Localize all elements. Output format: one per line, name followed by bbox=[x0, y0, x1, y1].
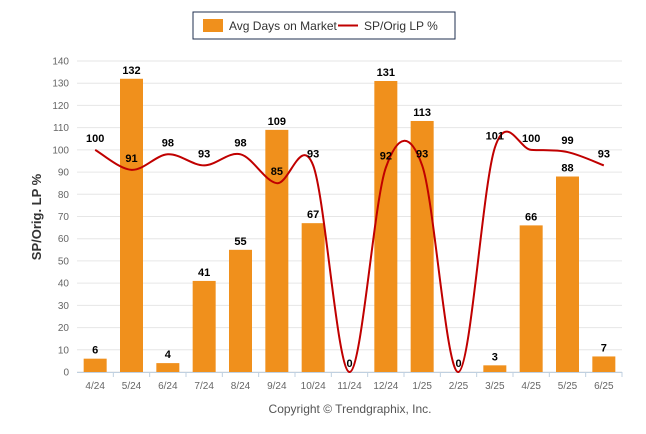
line-path bbox=[94, 130, 605, 374]
line-data-label: 93 bbox=[598, 148, 610, 160]
line-data-label: 91 bbox=[125, 153, 137, 165]
bar-data-label: 109 bbox=[268, 116, 286, 128]
x-axis-ticks: 4/24 5/24 6/24 7/24 8/24 9/24 10/24 11/24 12/24 1… bbox=[85, 372, 623, 392]
legend-label-bar: Avg Days on Market bbox=[229, 19, 337, 33]
bar-data-label: 3 bbox=[492, 351, 498, 363]
x-tick-label: 2/25 bbox=[449, 381, 469, 392]
bar-data-label: 0 bbox=[346, 358, 352, 370]
bar bbox=[229, 249, 252, 372]
legend: Avg Days on Market SP/Orig LP % bbox=[192, 11, 456, 40]
bar-data-label: 41 bbox=[198, 267, 210, 279]
x-tick-label: 1/25 bbox=[412, 381, 432, 392]
bar bbox=[83, 358, 107, 372]
y-tick-label: 140 bbox=[52, 57, 69, 68]
bar-data-label: 88 bbox=[561, 163, 573, 175]
x-tick-label: 4/25 bbox=[521, 381, 541, 392]
bar bbox=[483, 365, 507, 372]
legend-swatch-bar bbox=[203, 19, 223, 32]
bar-data-label: 131 bbox=[377, 67, 395, 79]
y-tick-label: 30 bbox=[58, 301, 70, 312]
y-tick-label: 0 bbox=[63, 368, 69, 379]
bar-data-label: 67 bbox=[307, 209, 319, 221]
x-tick-label: 10/24 bbox=[301, 381, 326, 392]
bar-data-label: 7 bbox=[601, 342, 607, 354]
legend-label-line: SP/Orig LP % bbox=[364, 19, 438, 33]
x-tick-label: 9/24 bbox=[267, 381, 287, 392]
line-data-label: 98 bbox=[234, 137, 246, 149]
y-tick-label: 130 bbox=[52, 79, 69, 90]
line-data-label: 98 bbox=[162, 137, 174, 149]
data-labels: 6 132 4 41 55 109 67 0 131 113 0 3 66 88 7 100 91 98 93 98 8… bbox=[86, 65, 610, 370]
x-tick-label: 5/25 bbox=[558, 381, 578, 392]
legend-box bbox=[192, 11, 456, 40]
y-tick-label: 60 bbox=[58, 234, 70, 245]
bar bbox=[301, 223, 325, 372]
line-series bbox=[94, 130, 605, 374]
line-data-label: 93 bbox=[198, 148, 210, 160]
bar bbox=[156, 363, 180, 372]
bar bbox=[192, 280, 216, 372]
y-tick-label: 10 bbox=[58, 345, 70, 356]
bar-data-label: 55 bbox=[234, 236, 246, 248]
bar bbox=[519, 225, 543, 372]
line-data-label: 101 bbox=[486, 131, 504, 143]
y-tick-label: 80 bbox=[58, 190, 70, 201]
x-tick-label: 8/24 bbox=[231, 381, 251, 392]
y-tick-label: 110 bbox=[53, 123, 69, 134]
line-data-label: 85 bbox=[271, 166, 283, 178]
bar-data-label: 66 bbox=[525, 211, 537, 223]
x-tick-label: 6/24 bbox=[158, 381, 178, 392]
x-tick-label: 11/24 bbox=[337, 381, 362, 392]
bar-data-label: 132 bbox=[122, 65, 140, 77]
x-tick-label: 4/24 bbox=[85, 381, 105, 392]
x-tick-label: 12/24 bbox=[373, 381, 398, 392]
y-tick-label: 100 bbox=[52, 145, 69, 156]
y-tick-label: 20 bbox=[58, 323, 70, 334]
y-tick-label: 90 bbox=[58, 168, 70, 179]
bar bbox=[592, 356, 616, 372]
bar-series bbox=[83, 78, 616, 373]
line-data-label: 93 bbox=[416, 148, 428, 160]
line-data-label: 99 bbox=[561, 135, 573, 147]
bar bbox=[374, 80, 398, 372]
y-tick-label: 120 bbox=[52, 101, 69, 112]
y-axis-ticks: 0 10 20 30 40 50 60 70 80 90 100 110 120 130 140 bbox=[52, 57, 69, 379]
bar bbox=[265, 129, 289, 372]
y-axis-title: SP/Orig. LP % bbox=[29, 173, 44, 260]
line-data-label: 92 bbox=[380, 151, 392, 163]
x-tick-label: 6/25 bbox=[594, 381, 614, 392]
bar-data-label: 113 bbox=[413, 107, 431, 119]
line-data-label: 100 bbox=[522, 133, 540, 145]
x-tick-label: 3/25 bbox=[485, 381, 505, 392]
bar-data-label: 6 bbox=[92, 345, 98, 357]
x-tick-label: 5/24 bbox=[122, 381, 142, 392]
line-data-label: 93 bbox=[307, 148, 319, 160]
bar-data-label: 0 bbox=[455, 358, 461, 370]
copyright-credit: Copyright © Trendgraphix, Inc. bbox=[269, 402, 432, 416]
bar-data-label: 4 bbox=[165, 349, 172, 361]
bar bbox=[410, 120, 434, 372]
bar bbox=[120, 78, 143, 373]
y-tick-label: 40 bbox=[58, 279, 70, 290]
line-data-label: 100 bbox=[86, 133, 104, 145]
y-tick-label: 50 bbox=[58, 256, 70, 267]
y-tick-label: 70 bbox=[58, 212, 70, 223]
x-tick-label: 7/24 bbox=[194, 381, 214, 392]
bar bbox=[556, 176, 579, 372]
